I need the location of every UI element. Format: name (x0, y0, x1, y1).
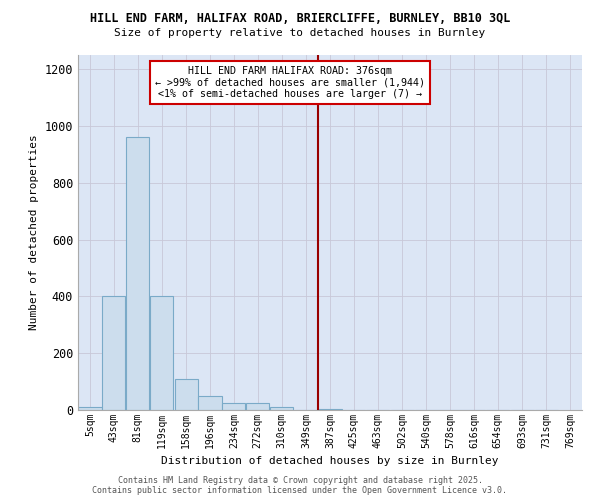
Bar (222, 403, 245, 410)
Bar (270, 407, 293, 410)
Y-axis label: Number of detached properties: Number of detached properties (29, 134, 39, 330)
X-axis label: Distribution of detached houses by size in Burnley: Distribution of detached houses by size … (161, 456, 499, 466)
Text: HILL END FARM HALIFAX ROAD: 376sqm
← >99% of detached houses are smaller (1,944): HILL END FARM HALIFAX ROAD: 376sqm ← >99… (155, 66, 425, 99)
Bar (126, 138, 149, 410)
Bar (246, 403, 269, 410)
Bar (175, 379, 197, 410)
Bar (79, 407, 101, 410)
Text: HILL END FARM, HALIFAX ROAD, BRIERCLIFFE, BURNLEY, BB10 3QL: HILL END FARM, HALIFAX ROAD, BRIERCLIFFE… (90, 12, 510, 26)
Bar (102, 296, 125, 410)
Bar (150, 296, 173, 410)
Text: Contains HM Land Registry data © Crown copyright and database right 2025.
Contai: Contains HM Land Registry data © Crown c… (92, 476, 508, 495)
Bar (319, 408, 341, 410)
Bar (199, 396, 221, 410)
Text: Size of property relative to detached houses in Burnley: Size of property relative to detached ho… (115, 28, 485, 38)
